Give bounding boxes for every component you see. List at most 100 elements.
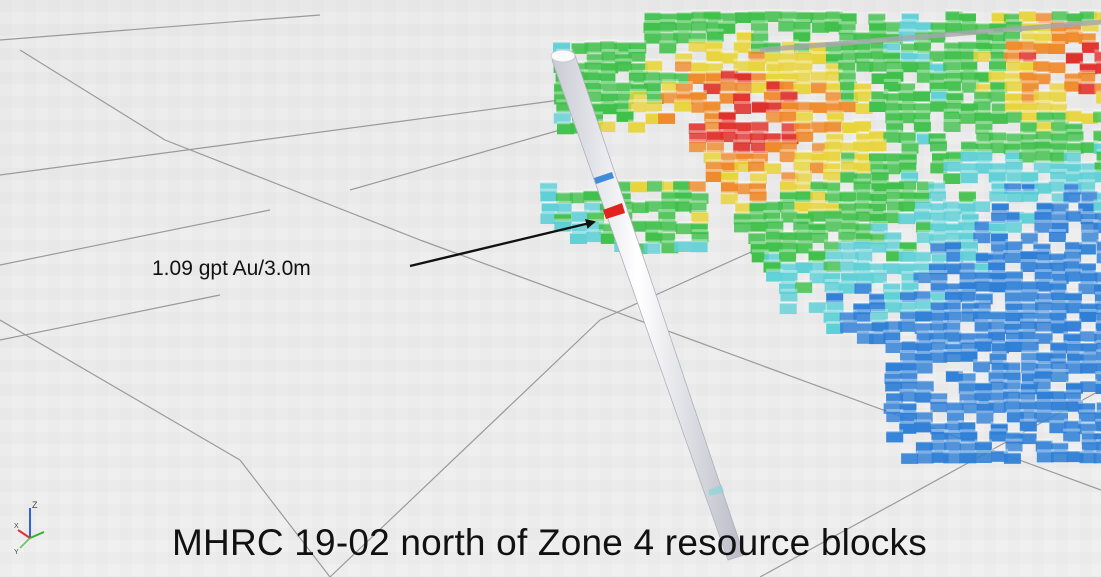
resource-block-highlight [706, 48, 724, 52]
resource-block [1051, 272, 1069, 284]
resource-block-highlight [899, 189, 917, 193]
resource-block [943, 173, 961, 184]
resource-block [1093, 11, 1101, 23]
resource-block-highlight [898, 318, 916, 322]
resource-block-highlight [781, 239, 799, 243]
resource-block [706, 131, 724, 143]
resource-block [869, 153, 886, 164]
resource-block [628, 101, 646, 113]
resource-block-highlight [734, 219, 751, 223]
resource-block-highlight [988, 259, 1006, 263]
resource-block [1094, 283, 1101, 295]
resource-block-highlight [946, 221, 964, 225]
resource-block [1035, 400, 1053, 412]
resource-block [960, 431, 978, 443]
resource-block-highlight [991, 359, 1009, 363]
resource-block [688, 181, 706, 192]
resource-block [989, 430, 1007, 442]
resource-block [675, 223, 693, 235]
resource-block-highlight [1066, 380, 1083, 384]
resource-block-highlight [945, 368, 963, 372]
resource-block [690, 223, 708, 235]
resource-block [1065, 173, 1083, 185]
resource-block [1096, 441, 1101, 453]
resource-block [958, 290, 976, 302]
resource-block [916, 21, 934, 33]
resource-block-highlight [643, 69, 661, 73]
resource-block-highlight [1078, 241, 1096, 245]
resource-block-highlight [1021, 20, 1039, 24]
resource-block-highlight [869, 231, 887, 235]
resource-block [613, 181, 631, 193]
resource-block [974, 441, 992, 453]
resource-block-highlight [1096, 400, 1101, 404]
resource-block [854, 51, 872, 63]
resource-block [614, 102, 632, 114]
resource-block-highlight [915, 340, 933, 344]
resource-block [976, 131, 994, 143]
resource-block-model[interactable] [540, 8, 1101, 464]
resource-block [992, 342, 1009, 354]
resource-block [869, 333, 887, 345]
resource-block [989, 353, 1007, 365]
resource-block-highlight [976, 129, 994, 133]
resource-block-highlight [735, 200, 753, 204]
resource-block-highlight [943, 261, 961, 265]
resource-block-highlight [691, 190, 709, 194]
resource-block-highlight [1050, 259, 1067, 263]
resource-block-highlight [780, 70, 798, 74]
resource-block-highlight [826, 51, 843, 55]
resource-block-highlight [898, 101, 916, 104]
resource-block [1006, 111, 1024, 123]
resource-block [1004, 72, 1022, 84]
resource-block-highlight [1035, 10, 1053, 14]
resource-block [751, 22, 768, 34]
resource-block-highlight [600, 101, 618, 105]
resource-block-highlight [959, 450, 977, 454]
resource-block [733, 41, 751, 53]
resource-block [1034, 271, 1052, 283]
resource-block [658, 211, 676, 223]
resource-block [778, 61, 796, 73]
resource-block-highlight [675, 51, 693, 54]
resource-block [870, 50, 888, 62]
resource-block [991, 12, 1009, 24]
resource-block-highlight [930, 421, 948, 425]
resource-block [975, 41, 993, 53]
resource-block [899, 390, 917, 402]
resource-block [871, 182, 889, 194]
resource-block [930, 302, 948, 314]
resource-block [914, 210, 931, 222]
resource-block [930, 341, 948, 353]
resource-block-highlight [944, 439, 961, 443]
resource-block-highlight [674, 198, 692, 202]
resource-block-highlight [898, 81, 916, 85]
resource-block-highlight [974, 390, 992, 394]
resource-block [1051, 371, 1069, 382]
resource-block-highlight [1065, 108, 1083, 112]
resource-block [1036, 292, 1054, 304]
drillhole-mhrc-19-02[interactable] [550, 49, 745, 561]
resource-block-highlight [766, 78, 784, 82]
resource-block-highlight [826, 80, 844, 84]
resource-block-highlight [915, 59, 933, 63]
resource-block [658, 232, 676, 244]
resource-block [1033, 91, 1051, 103]
resource-block-highlight [960, 101, 978, 105]
gold-intercept-marker[interactable] [603, 203, 625, 219]
resource-block [718, 121, 736, 133]
resource-block-highlight [1078, 81, 1096, 85]
resource-block-highlight [988, 329, 1006, 333]
resource-block-highlight [1034, 209, 1052, 213]
resource-block-highlight [901, 169, 919, 173]
resource-block-highlight [1035, 299, 1052, 303]
resource-block [780, 263, 798, 275]
resource-block [898, 103, 916, 114]
resource-block [1078, 243, 1096, 255]
resource-block-highlight [1065, 50, 1083, 54]
resource-block-highlight [660, 218, 678, 222]
resource-block-highlight [883, 210, 901, 214]
resource-block-highlight [899, 360, 917, 364]
